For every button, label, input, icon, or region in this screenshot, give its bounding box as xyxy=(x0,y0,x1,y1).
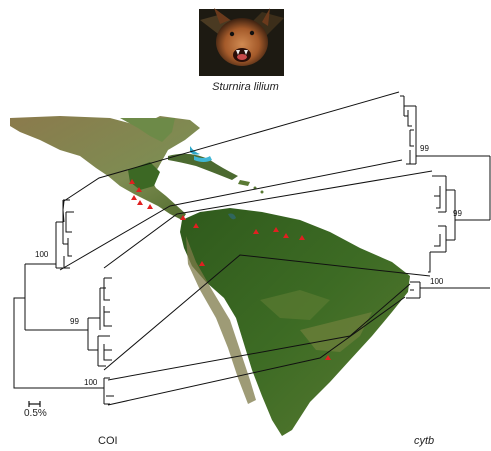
sample-locality-marker xyxy=(325,355,331,360)
sample-locality-marker xyxy=(131,195,137,200)
coi-tree xyxy=(13,199,114,405)
sample-locality-marker xyxy=(253,229,259,234)
sample-locality-marker xyxy=(299,235,305,240)
coi-bootstrap-2: 99 xyxy=(70,317,79,326)
connector-clade1-bottom xyxy=(59,159,403,271)
americas-satellite-map-icon xyxy=(10,116,410,436)
bat-photo-icon xyxy=(199,8,284,76)
scale-bar-label: 0.5% xyxy=(24,408,47,419)
species-name: Sturnira lilium xyxy=(212,81,279,93)
sample-locality-marker xyxy=(147,204,153,209)
coi-bootstrap-1: 100 xyxy=(35,250,49,259)
sample-localities xyxy=(129,179,331,360)
cytb-bootstrap-2: 99 xyxy=(453,209,462,218)
cytb-tree xyxy=(400,95,491,299)
sample-locality-marker xyxy=(283,233,289,238)
coi-bootstrap-3: 100 xyxy=(84,378,98,387)
sample-locality-marker xyxy=(136,187,142,192)
sample-locality-marker xyxy=(180,215,186,220)
scale-bar xyxy=(28,401,41,407)
connector-clade2-top xyxy=(103,170,433,269)
connector-clade2-bottom xyxy=(103,254,431,371)
sample-locality-marker xyxy=(273,227,279,232)
sample-locality-marker xyxy=(193,223,199,228)
cytb-bootstrap-1: 99 xyxy=(420,144,429,153)
tree-map-connectors xyxy=(59,91,433,406)
cytb-bootstrap-3: 100 xyxy=(430,277,444,286)
cytb-tree-label: cytb xyxy=(414,435,435,447)
coi-tree-label: COI xyxy=(98,435,118,447)
sample-locality-marker xyxy=(137,200,143,205)
sample-locality-marker xyxy=(129,179,135,184)
connector-clade3-bottom xyxy=(107,296,406,406)
sample-locality-marker xyxy=(199,261,205,266)
